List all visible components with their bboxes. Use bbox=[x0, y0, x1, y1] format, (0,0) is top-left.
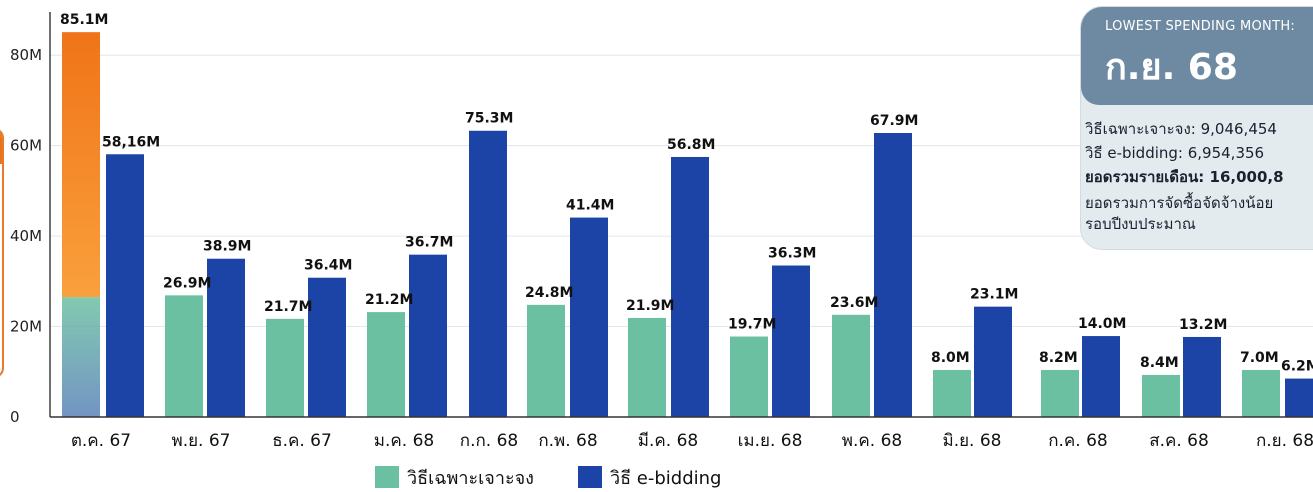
data-label-ebidding: 58,16M bbox=[102, 134, 160, 150]
bar-specific-highlight bbox=[62, 32, 100, 298]
data-label-ebidding: 41.4M bbox=[566, 198, 614, 214]
data-label-specific: 26.9M bbox=[163, 275, 211, 291]
side-panel-band bbox=[0, 130, 2, 164]
y-tick-label: 20M bbox=[10, 318, 42, 336]
data-label-ebidding: 36.7M bbox=[405, 235, 453, 251]
data-label-specific: 23.6M bbox=[830, 295, 878, 311]
y-tick-label: 60M bbox=[10, 137, 42, 155]
data-label-ebidding: 75.3M bbox=[465, 111, 513, 127]
bar-ebidding bbox=[772, 265, 810, 417]
axes: 0 20M 40M 60M 80M ต.ค. 67 พ.ย. 67 ธ.ค. 67 ม.ค. 6… bbox=[10, 12, 1313, 451]
chart-legend: วิธีเฉพาะเจาะจง วิธี e-bidding bbox=[375, 465, 721, 489]
bar-specific bbox=[62, 297, 100, 417]
card-ebidding-line: วิธี e-bidding: 6,954,356 bbox=[1085, 144, 1265, 162]
bar-specific bbox=[832, 314, 870, 417]
x-tick-label: ก.ค. 68 bbox=[1048, 431, 1108, 451]
card-specific-line: วิธีเฉพาะเจาะจง: 9,046,454 bbox=[1085, 120, 1277, 138]
x-tick-label: ม.ค. 68 bbox=[374, 431, 434, 451]
data-label-ebidding: 67.9M bbox=[870, 113, 918, 129]
bar-ebidding bbox=[308, 277, 346, 417]
card-body: วิธีเฉพาะเจาะจง: 9,046,454 วิธี e-biddin… bbox=[1081, 105, 1313, 235]
x-tick-label: ก.ย. 68 bbox=[1256, 431, 1313, 451]
bar-ebidding bbox=[570, 217, 608, 417]
x-tick-label: ธ.ค. 67 bbox=[272, 431, 332, 451]
bar-specific bbox=[1242, 369, 1280, 417]
x-tick-label: เม.ย. 68 bbox=[738, 431, 803, 451]
data-label-ebidding: 14.0M bbox=[1078, 316, 1126, 332]
card-kicker: LOWEST SPENDING MONTH: bbox=[1105, 19, 1296, 34]
bar-specific bbox=[730, 336, 768, 417]
data-label-specific: 7.0M bbox=[1240, 350, 1279, 366]
bars bbox=[62, 32, 1313, 417]
x-tick-label: ส.ค. 68 bbox=[1149, 431, 1209, 451]
bar-ebidding bbox=[874, 133, 912, 417]
data-label-specific: 8.0M bbox=[931, 350, 970, 366]
legend-swatch-specific bbox=[375, 466, 399, 488]
data-label-specific: 8.4M bbox=[1140, 355, 1179, 371]
data-label-specific: 21.9M bbox=[626, 298, 674, 314]
legend-swatch-ebidding bbox=[577, 466, 602, 488]
data-label-ebidding: 56.8M bbox=[667, 137, 715, 153]
x-tick-label: ก.พ. 68 bbox=[538, 431, 597, 451]
lowest-spending-card-header: LOWEST SPENDING MONTH: ก.ย. 68 bbox=[1081, 7, 1313, 105]
bar-specific bbox=[628, 317, 666, 417]
x-tick-label: ต.ค. 67 bbox=[71, 431, 131, 451]
bar-specific bbox=[527, 304, 565, 417]
x-tick-label: มิ.ย. 68 bbox=[942, 431, 1001, 451]
side-panel-partial bbox=[0, 128, 4, 378]
bar-ebidding bbox=[1183, 336, 1221, 417]
y-tick-label: 0 bbox=[10, 408, 20, 426]
bar-specific bbox=[1142, 374, 1180, 417]
bar-ebidding bbox=[207, 258, 245, 417]
data-label-specific: 24.8M bbox=[525, 285, 573, 301]
data-label-ebidding: 23.1M bbox=[970, 287, 1018, 303]
bar-ebidding bbox=[974, 306, 1012, 417]
x-tick-label: มี.ค. 68 bbox=[638, 431, 698, 451]
x-tick-label: พ.ย. 67 bbox=[171, 431, 230, 451]
data-label-specific: 21.2M bbox=[365, 292, 413, 308]
legend-label-ebidding: วิธี e-bidding bbox=[609, 467, 722, 489]
legend-item-ebidding: วิธี e-bidding bbox=[577, 463, 722, 492]
bar-ebidding bbox=[469, 130, 507, 417]
bar-specific bbox=[933, 369, 971, 417]
card-note-line-2: รอบปีงบประมาณ bbox=[1085, 215, 1196, 233]
legend-label-specific: วิธีเฉพาะเจาะจง bbox=[407, 467, 534, 489]
y-tick-label: 80M bbox=[10, 46, 42, 64]
card-note: ยอดรวมการจัดซื้อจัดจ้างน้อย รอบปีงบประมา… bbox=[1085, 193, 1313, 235]
bar-specific bbox=[367, 312, 405, 417]
data-label-ebidding: 38.9M bbox=[203, 239, 251, 255]
data-labels: 85.1M 58,16M 26.9M 38.9M 21.7M 36.4M 21.2M 36.7… bbox=[60, 12, 1313, 374]
bar-ebidding bbox=[671, 156, 709, 417]
data-label-specific: 8.2M bbox=[1039, 350, 1078, 366]
y-tick-label: 40M bbox=[10, 227, 42, 245]
bar-ebidding bbox=[106, 154, 144, 417]
card-total-line: ยอดรวมรายเดือน: 16,000,8 bbox=[1085, 168, 1284, 186]
data-label-specific: 85.1M bbox=[60, 12, 108, 28]
data-label-specific: 21.7M bbox=[264, 299, 312, 315]
data-label-ebidding: 13.2M bbox=[1179, 317, 1227, 333]
card-note-line-1: ยอดรวมการจัดซื้อจัดจ้างน้อย bbox=[1085, 194, 1274, 212]
bar-ebidding bbox=[1082, 336, 1120, 417]
data-label-ebidding: 36.4M bbox=[304, 258, 352, 274]
x-tick-label: พ.ค. 68 bbox=[842, 431, 902, 451]
data-label-ebidding: 36.3M bbox=[768, 246, 816, 262]
bar-specific bbox=[1041, 369, 1079, 417]
card-month: ก.ย. 68 bbox=[1105, 47, 1238, 88]
data-label-ebidding: 6.2M bbox=[1281, 359, 1313, 375]
bar-specific bbox=[165, 295, 203, 417]
bar-ebidding bbox=[1285, 378, 1313, 417]
legend-item-specific: วิธีเฉพาะเจาะจง bbox=[375, 463, 534, 492]
data-label-specific: 19.7M bbox=[728, 317, 776, 333]
bar-ebidding bbox=[409, 254, 447, 417]
bar-specific bbox=[266, 318, 304, 417]
x-tick-label: ก.ก. 68 bbox=[460, 431, 518, 451]
lowest-spending-card: LOWEST SPENDING MONTH: ก.ย. 68 วิธีเฉพาะ… bbox=[1080, 6, 1313, 250]
